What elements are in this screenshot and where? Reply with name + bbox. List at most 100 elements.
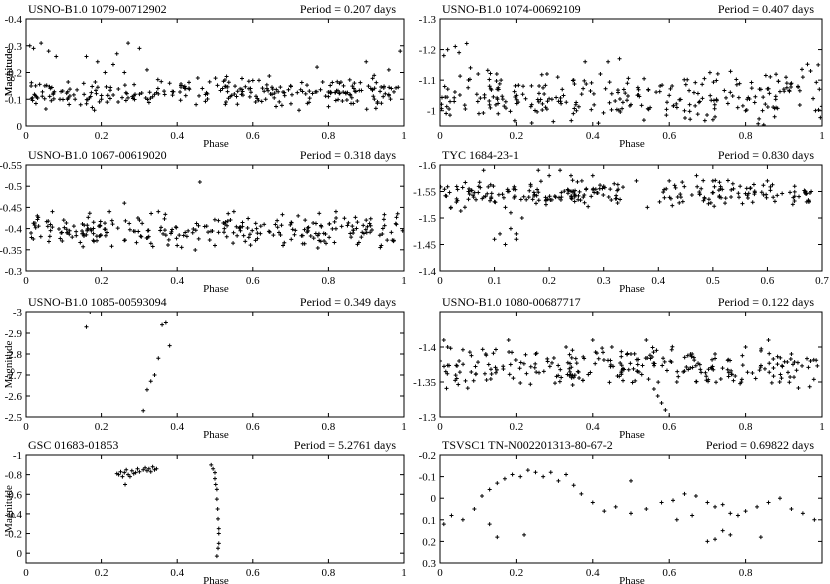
data-point <box>250 228 255 233</box>
data-point <box>91 226 96 231</box>
data-point <box>756 121 761 126</box>
data-point <box>572 373 577 378</box>
data-point <box>575 179 580 184</box>
data-point <box>688 366 693 370</box>
data-point <box>734 82 739 87</box>
data-point <box>56 227 61 232</box>
data-point <box>370 76 375 81</box>
data-point <box>495 535 500 540</box>
data-points <box>440 168 814 247</box>
data-point <box>493 102 498 107</box>
x-tick-label: 0.8 <box>322 130 336 142</box>
data-point <box>669 347 674 352</box>
data-point <box>777 89 782 94</box>
data-point <box>510 350 515 355</box>
data-point <box>125 95 130 100</box>
data-point <box>74 229 79 234</box>
x-tick-label: 0.4 <box>170 421 184 433</box>
x-tick-label: 0.4 <box>586 130 600 142</box>
data-point <box>110 222 115 227</box>
data-point <box>98 219 103 224</box>
data-point <box>221 79 226 84</box>
data-point <box>657 199 662 204</box>
y-axis-label: Magnitude <box>3 485 15 533</box>
data-point <box>387 85 392 90</box>
data-point <box>347 77 352 82</box>
x-tick-label: 0.6 <box>662 130 676 142</box>
data-point <box>224 234 229 239</box>
data-point <box>542 92 547 97</box>
data-point <box>676 374 681 379</box>
data-point <box>469 369 474 374</box>
data-point <box>503 242 508 247</box>
data-point <box>767 351 772 356</box>
data-point <box>481 110 486 115</box>
data-point <box>307 89 312 94</box>
data-point <box>710 178 715 183</box>
data-point <box>89 228 94 233</box>
data-point <box>496 111 501 116</box>
data-point <box>662 187 667 192</box>
data-point <box>663 408 668 412</box>
y-axis-label: Magnitude <box>3 49 15 97</box>
data-point <box>390 238 395 243</box>
data-point <box>97 224 101 229</box>
data-point <box>457 359 462 363</box>
data-point <box>67 102 72 107</box>
data-points <box>114 462 221 559</box>
data-point <box>478 96 483 101</box>
x-tick-label: 0 <box>437 567 443 579</box>
x-tick-label: 0 <box>437 421 443 433</box>
panel-1: 0 0.2 0.4 0.6 0.8 1 -0.4 -0.3 -0.2 -0.1 0 USNO-B1.0… <box>3 2 407 150</box>
data-point <box>641 118 646 123</box>
data-point <box>240 220 245 225</box>
x-axis-label: Phase <box>619 429 645 441</box>
data-point <box>267 229 272 234</box>
data-point <box>723 196 728 201</box>
panel-5: 0 0.2 0.4 0.6 0.8 1 -3 -2.9 -2.8 -2.7 -2.6 -2.5 USNO… <box>3 295 407 441</box>
data-point <box>190 230 195 235</box>
data-point <box>381 94 386 99</box>
data-point <box>535 109 540 114</box>
data-point <box>202 224 207 229</box>
data-point <box>726 357 731 362</box>
data-point <box>89 90 94 95</box>
data-point <box>775 193 780 198</box>
data-point <box>572 106 577 111</box>
data-point <box>804 192 809 197</box>
data-point <box>156 209 161 214</box>
data-point <box>454 184 459 189</box>
x-tick-label: 0.2 <box>542 275 556 287</box>
data-point <box>474 92 479 97</box>
data-point <box>316 231 321 236</box>
data-point <box>553 381 558 386</box>
data-point <box>796 85 801 90</box>
data-point <box>467 186 472 191</box>
x-tick-label: 0.1 <box>488 275 502 287</box>
data-point <box>746 95 751 100</box>
data-point <box>720 502 725 507</box>
data-point <box>191 227 196 232</box>
data-point <box>307 96 312 101</box>
data-point <box>267 73 272 78</box>
data-point <box>35 213 40 218</box>
data-point <box>290 227 295 232</box>
data-point <box>464 41 469 46</box>
data-point <box>445 87 450 92</box>
data-point <box>162 92 167 97</box>
data-point <box>506 338 511 342</box>
data-point <box>274 104 279 109</box>
data-point <box>677 200 682 205</box>
data-point <box>379 101 384 106</box>
data-point <box>579 92 584 97</box>
data-point <box>116 99 121 104</box>
data-point <box>746 191 751 196</box>
data-point <box>535 187 540 192</box>
data-point <box>152 373 157 377</box>
data-point <box>625 93 630 98</box>
data-point <box>712 204 717 209</box>
data-point <box>508 210 513 215</box>
data-point <box>488 86 493 91</box>
data-point <box>232 91 237 96</box>
data-point <box>744 186 749 191</box>
